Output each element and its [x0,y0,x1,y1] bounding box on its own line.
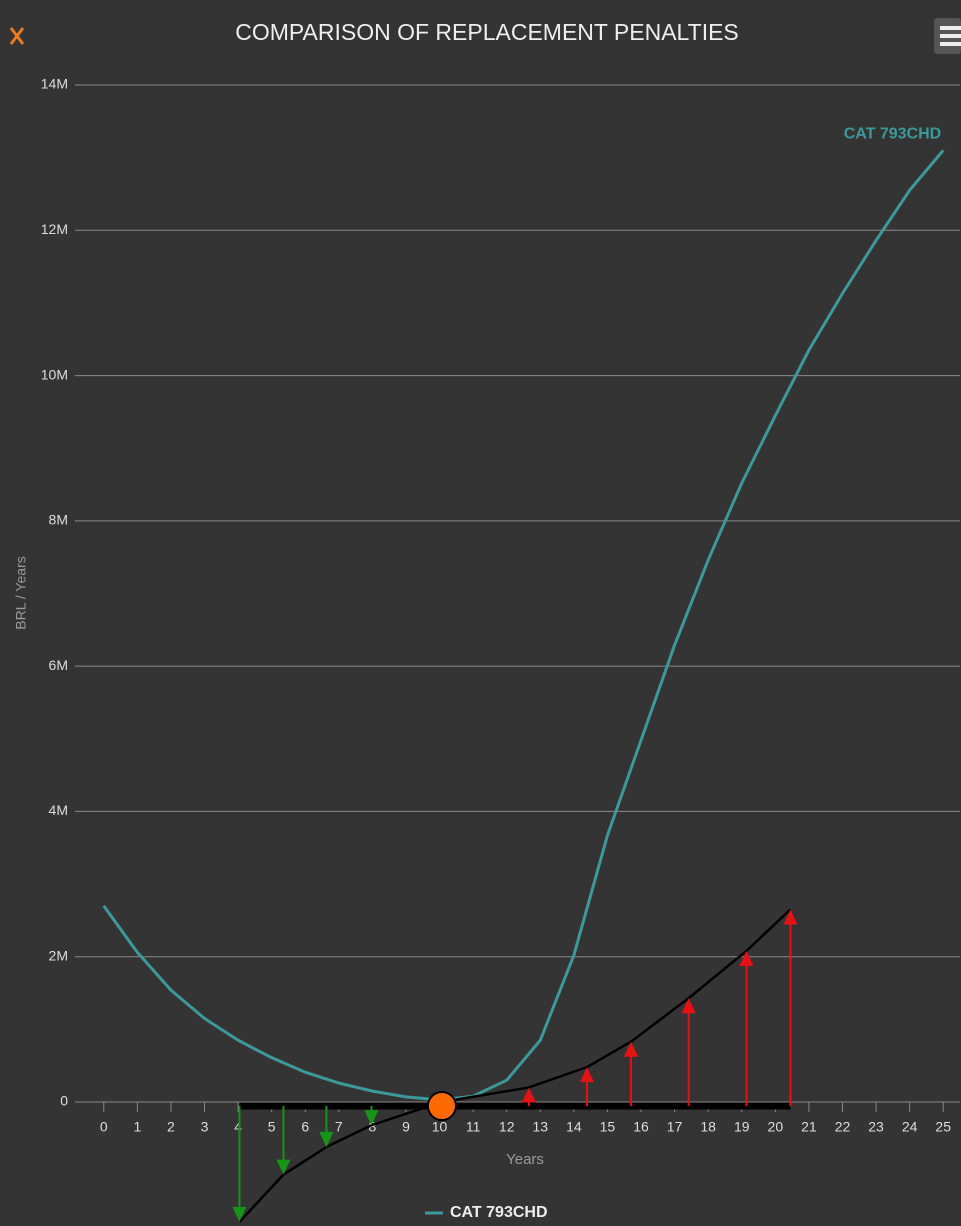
y-tick-label: 14M [41,76,68,92]
penalty-arrow [276,1106,291,1175]
x-tick-label: 20 [768,1119,784,1135]
y-tick-label: 0 [60,1093,68,1109]
close-icon [9,27,25,45]
menu-icon [940,26,961,30]
menu-icon [940,42,961,46]
x-tick-label: 14 [566,1119,582,1135]
x-tick-label: 17 [667,1119,683,1135]
penalty-arrow [739,950,754,1106]
x-tick-label: 4 [234,1119,242,1135]
arrow-head [276,1159,291,1175]
x-tick-label: 5 [268,1119,276,1135]
x-tick-label: 9 [402,1119,410,1135]
legend-label: CAT 793CHD [450,1204,548,1221]
x-tick-label: 3 [201,1119,209,1135]
menu-button[interactable] [934,18,961,54]
chart-title: COMPARISON OF REPLACEMENT PENALTIES [235,19,739,45]
x-tick-label: 22 [835,1119,851,1135]
y-axis-title: BRL / Years [13,556,29,629]
y-tick-label: 6M [49,657,68,673]
x-tick-label: 15 [600,1119,616,1135]
arrow-head [739,950,754,966]
x-tick-label: 11 [466,1119,481,1135]
penalty-arrow [623,1041,638,1106]
x-axis-title: Years [506,1151,544,1168]
y-tick-label: 4M [49,802,68,818]
arrow-head [319,1132,334,1148]
x-tick-label: 13 [532,1119,548,1135]
x-tick-label: 8 [369,1119,377,1135]
x-tick-label: 10 [432,1119,448,1135]
x-tick-label: 18 [700,1119,716,1135]
x-tick-label: 1 [133,1119,141,1135]
x-tick-label: 2 [167,1119,175,1135]
penalty-arrow [521,1087,536,1106]
arrow-head [579,1067,594,1083]
y-tick-label: 8M [49,512,68,528]
x-tick-label: 25 [935,1119,951,1135]
y-tick-label: 12M [41,221,68,237]
close-button[interactable] [9,27,25,45]
x-tick-label: 7 [335,1119,343,1135]
x-tick-label: 23 [868,1119,884,1135]
arrow-head [364,1110,379,1126]
x-tick-label: 12 [499,1119,515,1135]
x-tick-label: 24 [902,1119,918,1135]
x-tick-label: 21 [801,1119,817,1135]
penalty-arrow [232,1106,247,1222]
penalty-arrow [319,1106,334,1148]
arrow-head [521,1087,536,1103]
menu-icon [940,34,961,38]
y-tick-label: 2M [49,947,68,963]
series-line [102,149,945,1102]
series-label: CAT 793CHD [844,126,942,143]
x-tick-label: 19 [734,1119,750,1135]
x-tick-label: 16 [633,1119,649,1135]
optimum-marker [426,1091,457,1121]
x-tick-label: 6 [301,1119,309,1135]
x-tick-label: 0 [100,1119,108,1135]
penalty-arrow [681,998,696,1106]
penalty-arrow [364,1106,379,1126]
y-tick-label: 10M [41,366,68,382]
arrow-head [232,1206,247,1222]
penalty-arrow [579,1067,594,1106]
arrow-head [783,909,798,925]
arrow-head [623,1041,638,1057]
penalty-arrow [783,909,798,1106]
arrow-head [681,998,696,1014]
